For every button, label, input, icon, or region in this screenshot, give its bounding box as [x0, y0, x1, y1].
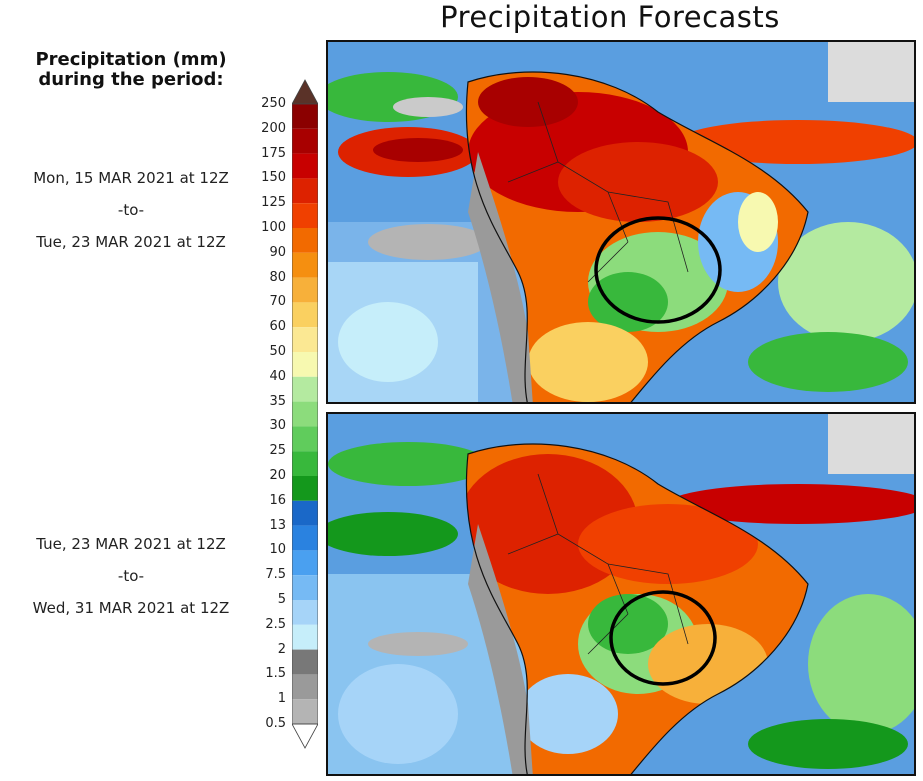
colorbar-segment [292, 252, 318, 278]
period-label-1: Mon, 15 MAR 2021 at 12Z -to- Tue, 23 MAR… [0, 162, 262, 258]
colorbar-segment [292, 575, 318, 600]
legend-heading-line1: Precipitation (mm) [35, 49, 227, 70]
period-label-2: Tue, 23 MAR 2021 at 12Z -to- Wed, 31 MAR… [0, 528, 262, 624]
colorbar-segment [292, 203, 318, 228]
forecast-map-period-2 [326, 412, 916, 776]
period-1-start: Mon, 15 MAR 2021 at 12Z [33, 169, 229, 187]
colorbar-tick-label: 70 [269, 294, 286, 310]
colorbar-segment [292, 600, 318, 625]
colorbar-tick-label: 125 [261, 195, 286, 211]
colorbar-segment [292, 401, 318, 427]
colorbar-tick-label: 13 [269, 517, 286, 533]
colorbar-segment [292, 376, 318, 402]
colorbar-tick-label: 1 [277, 691, 286, 707]
colorbar-segment [292, 352, 318, 377]
colorbar-tick-label: 60 [269, 319, 286, 335]
colorbar-tick-label: 25 [269, 443, 286, 459]
colorbar-tick-label: 30 [269, 418, 286, 434]
forecast-map-period-1 [326, 40, 916, 404]
colorbar-tick-label: 150 [261, 170, 286, 186]
colorbar-tick-label: 0.5 [265, 716, 286, 731]
colorbar-segment [292, 128, 318, 154]
colorbar-segment [292, 153, 318, 179]
period-2-start: Tue, 23 MAR 2021 at 12Z [36, 535, 226, 553]
colorbar-tick-label: 5 [277, 592, 286, 607]
colorbar-tick-label: 20 [269, 468, 286, 483]
colorbar-segment [292, 178, 318, 204]
colorbar-tick-label: 80 [269, 269, 286, 285]
colorbar-tick-label: 200 [261, 120, 286, 136]
colorbar-tick-label: 50 [269, 344, 286, 359]
colorbar-segment [292, 451, 318, 476]
colorbar-tick-label: 2 [277, 641, 286, 657]
colorbar-segment [292, 525, 318, 551]
colorbar-tick-label: 100 [261, 220, 286, 235]
colorbar-segment [292, 277, 318, 303]
colorbar-segment [292, 500, 318, 526]
colorbar-segment [292, 649, 318, 675]
precipitation-colorbar [292, 79, 318, 749]
period-2-end: Wed, 31 MAR 2021 at 12Z [32, 599, 230, 617]
period-2-separator: -to- [117, 567, 145, 585]
page-title: Precipitation Forecasts [440, 0, 780, 34]
legend-heading-line2: during the period: [38, 69, 224, 90]
colorbar-tick-label: 35 [269, 393, 286, 409]
period-1-separator: -to- [117, 201, 145, 219]
colorbar-segment [292, 550, 318, 576]
colorbar-tick-label: 175 [261, 145, 286, 161]
colorbar-tick-label: 10 [269, 542, 286, 558]
legend-heading: Precipitation (mm) during the period: [6, 50, 256, 90]
colorbar-segment [292, 302, 318, 328]
colorbar-tick-label: 2.5 [265, 616, 286, 632]
period-1-end: Tue, 23 MAR 2021 at 12Z [36, 233, 226, 251]
colorbar-segment [292, 674, 318, 700]
colorbar-tick-label: 16 [269, 492, 286, 508]
colorbar-tick-label: 1.5 [265, 666, 286, 682]
colorbar-top-arrow [292, 79, 318, 105]
colorbar-segment [292, 228, 318, 253]
colorbar-segment [292, 476, 318, 501]
colorbar-segment [292, 624, 318, 650]
colorbar-segment [292, 699, 318, 724]
colorbar-bottom-arrow [292, 723, 318, 749]
highlight-circle [594, 216, 722, 324]
colorbar-tick-label: 250 [261, 96, 286, 111]
colorbar-segment [292, 104, 318, 129]
colorbar-segment [292, 426, 318, 452]
colorbar-tick-label: 90 [269, 244, 286, 260]
highlight-circle [609, 590, 717, 686]
colorbar-tick-label: 7.5 [265, 567, 286, 583]
colorbar-tick-label: 40 [269, 368, 286, 384]
colorbar-segment [292, 327, 318, 352]
